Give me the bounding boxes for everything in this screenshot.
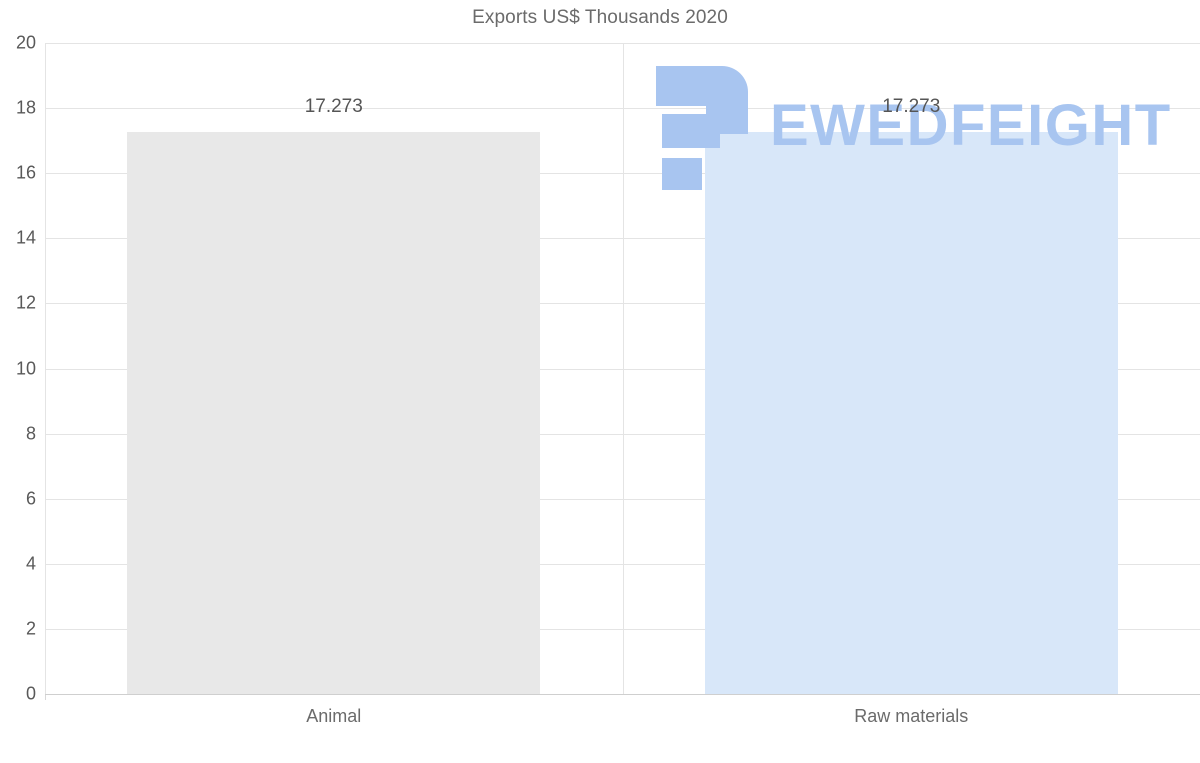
- bar-raw-materials[interactable]: [704, 131, 1118, 694]
- y-axis-tick-label: 14: [15, 227, 36, 248]
- y-axis-tick-label: 4: [25, 553, 36, 574]
- x-axis-line: [45, 694, 1200, 695]
- y-axis-tick-label: 20: [15, 32, 36, 53]
- y-axis-tick-label: 6: [25, 488, 36, 509]
- gridline-horizontal: [45, 433, 1200, 435]
- gridline-horizontal: [45, 303, 1200, 305]
- chart-title: Exports US$ Thousands 2020: [472, 7, 728, 28]
- gridline-horizontal: [45, 628, 1200, 630]
- y-axis-tick-label: 18: [15, 97, 36, 118]
- bar-value-label-raw-materials: 17.273: [882, 95, 941, 117]
- gridline-horizontal: [45, 368, 1200, 370]
- gridline-horizontal: [45, 108, 1200, 110]
- plot-area: [45, 43, 1200, 695]
- y-axis-tick-label: 16: [15, 162, 36, 183]
- x-axis-label-raw-materials: Raw materials: [854, 706, 969, 726]
- x-axis-label-animal: Animal: [306, 706, 362, 726]
- bar-value-label-animal: 17.273: [304, 95, 363, 117]
- gridline-vertical: [623, 43, 624, 694]
- y-axis-tick-label: 12: [15, 292, 36, 313]
- gridline-horizontal: [45, 173, 1200, 175]
- bar-animal[interactable]: [127, 131, 541, 694]
- y-axis-tick-label: 10: [15, 358, 36, 378]
- y-axis-tick-label: 0: [25, 683, 36, 704]
- y-axis-tick-label: 2: [25, 618, 36, 639]
- gridline-horizontal: [45, 238, 1200, 240]
- gridline-horizontal: [45, 43, 1200, 44]
- gridline-horizontal: [45, 563, 1200, 565]
- gridline-vertical: [45, 43, 46, 694]
- gridline-horizontal: [45, 498, 1200, 500]
- y-axis-tick-label: 8: [25, 423, 36, 444]
